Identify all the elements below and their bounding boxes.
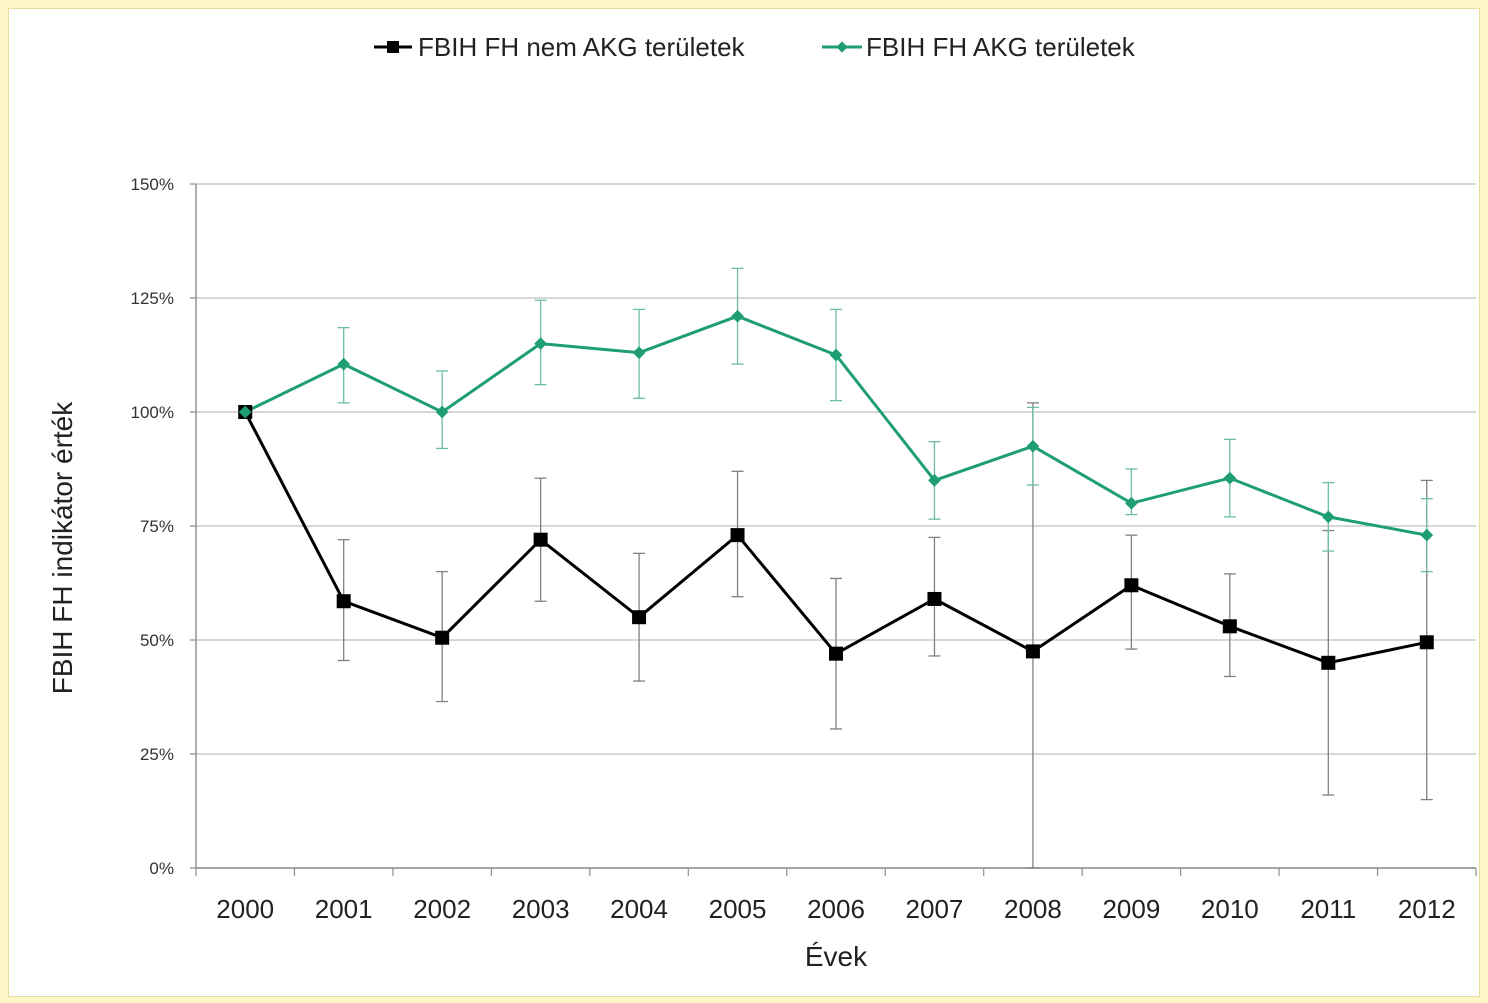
chart-frame	[8, 8, 1480, 997]
y-tick-label: 0%	[149, 859, 174, 878]
x-tick-label: 2012	[1398, 894, 1456, 924]
y-tick-label: 125%	[131, 289, 174, 308]
x-tick-label: 2009	[1102, 894, 1160, 924]
data-point-square	[927, 591, 942, 606]
data-point-square	[1222, 619, 1237, 634]
y-tick-label: 50%	[140, 631, 174, 650]
data-point-square	[632, 610, 647, 625]
data-point-square	[1025, 644, 1040, 659]
data-point-square	[435, 630, 450, 645]
legend-diamond-marker	[836, 41, 848, 53]
data-point-square	[730, 528, 745, 543]
legend-item-nem-akg: FBIH FH nem AKG területek	[374, 32, 746, 62]
data-point-square	[336, 594, 351, 609]
y-tick-label: 75%	[140, 517, 174, 536]
x-tick-label: 2011	[1300, 894, 1356, 924]
legend-item-akg: FBIH FH AKG területek	[822, 32, 1136, 62]
x-axis-title: Évek	[805, 941, 868, 972]
x-tick-label: 2003	[512, 894, 570, 924]
x-tick-label: 2001	[315, 894, 373, 924]
data-point-diamond	[337, 357, 351, 371]
x-tick-label: 2004	[610, 894, 668, 924]
axes	[190, 183, 1477, 876]
data-point-diamond	[632, 346, 646, 360]
data-point-square	[829, 646, 843, 661]
y-tick-label: 150%	[131, 175, 174, 194]
x-tick-label: 2010	[1201, 894, 1259, 924]
legend-label-nem-akg: FBIH FH nem AKG területek	[418, 32, 746, 62]
x-tick-label: 2008	[1004, 894, 1062, 924]
legend-label-akg: FBIH FH AKG területek	[866, 32, 1136, 62]
grid-lines	[196, 183, 1476, 869]
legend: FBIH FH nem AKG területek FBIH FH AKG te…	[374, 32, 1136, 62]
x-tick-label: 2000	[216, 894, 274, 924]
y-axis-title: FBIH FH indikátor érték	[47, 401, 78, 695]
y-tick-label: 100%	[131, 403, 174, 422]
data-point-diamond	[1420, 528, 1434, 542]
x-tick-label: 2007	[906, 894, 964, 924]
data-point-diamond	[1321, 510, 1335, 524]
x-tick-label: 2002	[413, 894, 471, 924]
data-point-diamond	[1223, 471, 1237, 485]
error-bars	[337, 267, 1433, 869]
x-tick-label: 2005	[709, 894, 767, 924]
y-tick-labels: 0% 25% 50% 75% 100% 125% 150%	[131, 175, 174, 878]
data-point-diamond	[731, 309, 744, 323]
y-tick-label: 25%	[140, 745, 174, 764]
data-point-diamond	[435, 405, 449, 419]
data-point-square	[1419, 635, 1434, 650]
data-point-diamond	[238, 405, 252, 419]
data-point-square	[1321, 655, 1336, 670]
legend-square-marker	[387, 41, 399, 53]
x-tick-label: 2006	[807, 894, 865, 924]
x-tick-labels: 2000 2001 2002 2003 2004 2005 2006 2007 2008 2009…	[216, 894, 1455, 924]
data-point-diamond	[1026, 439, 1040, 453]
data-point-square	[1124, 578, 1139, 593]
data-point-diamond	[1125, 496, 1138, 510]
data-point-square	[533, 532, 548, 547]
